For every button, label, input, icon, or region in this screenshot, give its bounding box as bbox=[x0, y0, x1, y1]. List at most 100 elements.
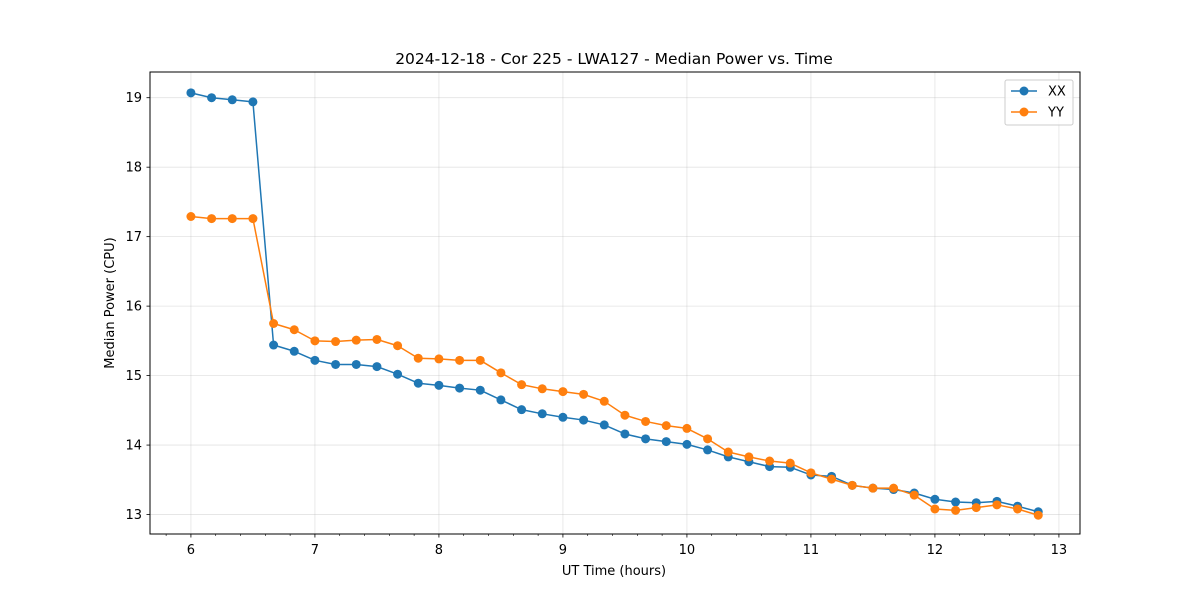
data-point-yy bbox=[558, 387, 568, 397]
legend-label-yy: YY bbox=[1047, 106, 1064, 121]
data-point-yy bbox=[847, 480, 857, 490]
y-tick-label: 13 bbox=[125, 508, 142, 523]
data-point-yy bbox=[785, 458, 795, 468]
data-point-xx bbox=[517, 405, 527, 415]
data-point-yy bbox=[1033, 510, 1043, 520]
data-point-xx bbox=[434, 380, 444, 390]
grid-lines bbox=[150, 72, 1080, 534]
x-axis-label: UT Time (hours) bbox=[562, 564, 666, 579]
data-point-xx bbox=[537, 409, 547, 419]
data-point-yy bbox=[765, 456, 775, 466]
data-point-yy bbox=[289, 325, 299, 335]
x-tick-label: 8 bbox=[435, 543, 443, 558]
x-tick-label: 13 bbox=[1051, 543, 1068, 558]
data-point-yy bbox=[1013, 504, 1023, 514]
data-point-xx bbox=[269, 340, 279, 350]
x-tick-label: 10 bbox=[679, 543, 696, 558]
legend: XX YY bbox=[1004, 79, 1074, 126]
data-point-yy bbox=[455, 355, 465, 365]
data-point-xx bbox=[289, 346, 299, 356]
data-point-xx bbox=[661, 437, 671, 447]
data-point-xx bbox=[703, 445, 713, 455]
y-tick-label: 18 bbox=[125, 161, 142, 176]
data-point-yy bbox=[971, 503, 981, 513]
data-point-yy bbox=[827, 474, 837, 484]
data-point-yy bbox=[227, 214, 237, 224]
data-point-xx bbox=[455, 383, 465, 393]
data-point-xx bbox=[372, 362, 382, 372]
data-point-yy bbox=[434, 354, 444, 364]
data-point-yy bbox=[661, 421, 671, 431]
data-point-xx bbox=[248, 97, 258, 107]
x-tick-label: 6 bbox=[187, 543, 195, 558]
data-point-yy bbox=[331, 337, 341, 347]
y-tick-label: 17 bbox=[125, 230, 142, 245]
data-point-yy bbox=[517, 380, 527, 390]
data-point-yy bbox=[579, 389, 589, 399]
chart-title: 2024-12-18 - Cor 225 - LWA127 - Median P… bbox=[395, 50, 833, 68]
data-point-yy bbox=[889, 483, 899, 493]
legend-marker-xx bbox=[1019, 86, 1029, 96]
data-point-yy bbox=[951, 505, 961, 515]
legend-marker-yy bbox=[1019, 107, 1029, 117]
x-tick-label: 7 bbox=[311, 543, 319, 558]
data-point-yy bbox=[599, 396, 609, 406]
data-point-xx bbox=[951, 497, 961, 507]
data-point-xx bbox=[682, 439, 692, 449]
data-point-yy bbox=[744, 452, 754, 462]
data-point-xx bbox=[599, 420, 609, 430]
data-series bbox=[186, 88, 1043, 520]
data-point-yy bbox=[992, 500, 1002, 510]
data-point-yy bbox=[310, 336, 320, 346]
data-point-xx bbox=[227, 95, 237, 105]
axis-ticks: 6 7 8 9 10 11 12 13 13 14 15 16 17 18 19 bbox=[125, 91, 1067, 558]
data-point-xx bbox=[558, 412, 568, 422]
data-point-yy bbox=[909, 490, 919, 500]
y-tick-label: 15 bbox=[125, 369, 142, 384]
data-point-yy bbox=[248, 214, 258, 224]
data-point-xx bbox=[186, 88, 196, 98]
data-point-yy bbox=[475, 355, 485, 365]
data-point-xx bbox=[496, 395, 506, 405]
data-point-yy bbox=[186, 212, 196, 222]
data-point-yy bbox=[930, 504, 940, 514]
x-tick-label: 11 bbox=[803, 543, 820, 558]
x-tick-label: 9 bbox=[559, 543, 567, 558]
plot-area bbox=[150, 72, 1080, 534]
data-point-yy bbox=[496, 368, 506, 378]
data-point-yy bbox=[682, 423, 692, 433]
data-point-yy bbox=[620, 410, 630, 420]
data-point-yy bbox=[641, 416, 651, 426]
data-point-yy bbox=[413, 353, 423, 363]
data-point-xx bbox=[641, 434, 651, 444]
data-point-yy bbox=[269, 318, 279, 328]
data-point-yy bbox=[703, 434, 713, 444]
data-point-xx bbox=[930, 494, 940, 504]
x-tick-label: 12 bbox=[927, 543, 944, 558]
data-point-xx bbox=[413, 378, 423, 388]
data-point-xx bbox=[310, 355, 320, 365]
data-point-yy bbox=[372, 334, 382, 344]
data-point-xx bbox=[331, 359, 341, 369]
series-yy bbox=[186, 212, 1043, 520]
data-point-yy bbox=[537, 384, 547, 394]
data-point-yy bbox=[207, 214, 217, 224]
data-point-yy bbox=[868, 483, 878, 493]
y-tick-label: 16 bbox=[125, 300, 142, 315]
data-point-xx bbox=[579, 415, 589, 425]
data-point-yy bbox=[723, 447, 733, 457]
y-tick-label: 19 bbox=[125, 91, 142, 106]
data-point-yy bbox=[351, 335, 361, 345]
legend-label-xx: XX bbox=[1048, 85, 1066, 100]
data-point-xx bbox=[620, 429, 630, 439]
y-tick-label: 14 bbox=[125, 439, 142, 454]
plot-frame bbox=[149, 71, 1081, 535]
data-point-xx bbox=[393, 369, 403, 379]
data-point-yy bbox=[806, 468, 816, 478]
y-axis-label: Median Power (CPU) bbox=[103, 237, 118, 368]
data-point-xx bbox=[351, 359, 361, 369]
data-point-xx bbox=[207, 93, 217, 103]
data-point-xx bbox=[475, 385, 485, 395]
data-point-yy bbox=[393, 341, 403, 351]
